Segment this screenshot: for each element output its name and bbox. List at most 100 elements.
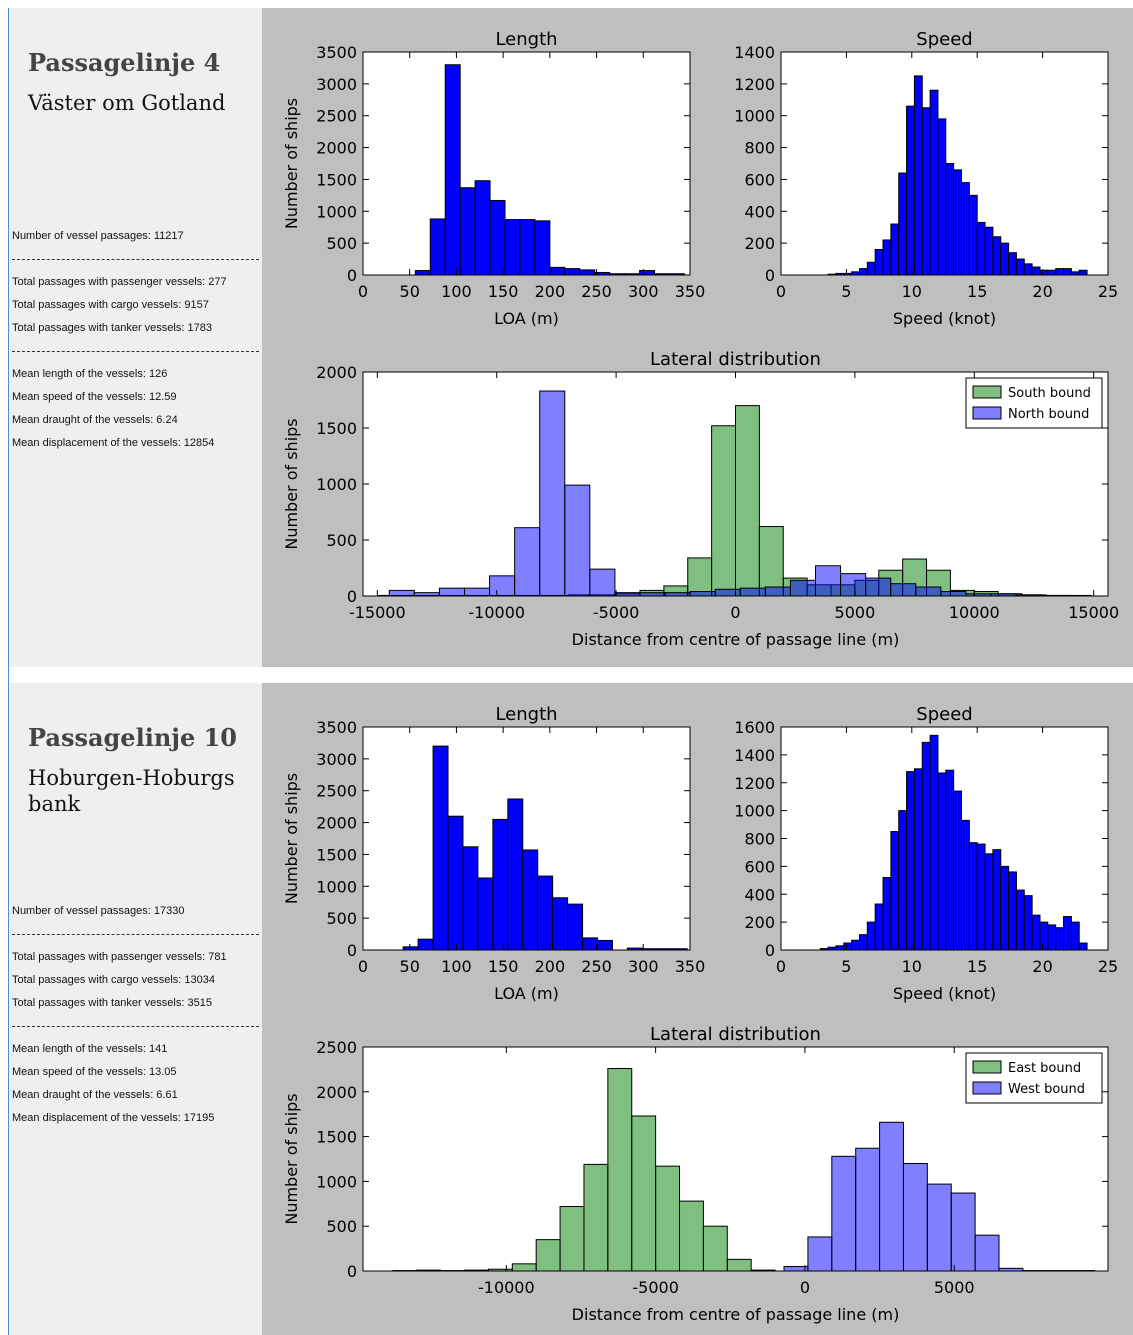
histogram-bar — [915, 586, 942, 596]
histogram-bar — [858, 268, 868, 275]
histogram-bar — [961, 182, 970, 275]
histogram-bar — [783, 1266, 809, 1271]
x-axis-label: Speed (knot) — [893, 984, 996, 1003]
histogram-bar — [882, 877, 892, 950]
histogram-bar — [514, 527, 541, 596]
histogram-bar — [552, 897, 569, 950]
y-tick-label: 1000 — [734, 107, 775, 126]
stat: Total passages with cargo vessels: 13034 — [12, 974, 216, 986]
histogram-bar — [984, 226, 994, 275]
chart-title: Speed — [916, 29, 972, 50]
x-tick-label: 50 — [400, 282, 420, 301]
histogram-bar — [874, 249, 884, 275]
histogram-bar — [1039, 921, 1049, 950]
histogram-bar — [902, 1162, 928, 1271]
histogram-bar — [597, 939, 613, 950]
x-tick-label: 10000 — [949, 603, 1000, 622]
stat: Total passages with tanker vessels: 1783 — [12, 322, 212, 334]
histogram-bar — [511, 1263, 537, 1271]
y-tick-label: 200 — [744, 913, 775, 932]
histogram-bar — [858, 934, 868, 950]
histogram-bar — [950, 1192, 976, 1271]
x-tick-label: 25 — [1098, 957, 1118, 976]
bars — [414, 64, 685, 275]
stat: Mean displacement of the vessels: 12854 — [12, 437, 215, 449]
histogram-bar — [1031, 266, 1041, 275]
histogram-bar — [438, 587, 465, 596]
y-tick-label: 1000 — [734, 802, 775, 821]
y-tick-label: 1500 — [316, 419, 357, 438]
histogram-bar — [913, 768, 923, 950]
histogram-bar — [519, 219, 536, 275]
y-tick-label: 500 — [326, 1217, 357, 1236]
histogram-bar — [539, 390, 566, 596]
x-tick-label: -10000 — [468, 603, 525, 622]
histogram-bar — [631, 1115, 657, 1271]
histogram-bar — [1008, 252, 1017, 275]
y-tick-label: 400 — [744, 202, 775, 221]
y-tick-label: 2000 — [316, 363, 357, 382]
histogram-bar — [898, 172, 908, 275]
bars — [827, 75, 1088, 275]
histogram-bar — [1078, 942, 1088, 950]
histogram-bar — [866, 921, 876, 950]
y-axis-label: Number of ships — [282, 1093, 301, 1224]
x-tick-label: 5000 — [934, 1278, 975, 1297]
y-tick-label: 400 — [744, 885, 775, 904]
y-tick-label: 600 — [744, 857, 775, 876]
y-tick-label: 1400 — [734, 746, 775, 765]
plot-frame — [362, 1046, 1109, 1272]
stats: Number of vessel passages: 11217 Total p… — [12, 225, 259, 455]
histogram-bar — [1008, 871, 1017, 950]
histogram-bar — [702, 1225, 728, 1271]
x-tick-label: 350 — [675, 282, 706, 301]
panel-subtitle: Väster om Gotland — [28, 91, 226, 115]
histogram-bar — [655, 1165, 681, 1271]
histogram-bar — [976, 221, 986, 275]
histogram-bar — [882, 239, 892, 275]
histogram-bar — [843, 942, 853, 950]
y-tick-label: 1500 — [316, 845, 357, 864]
y-axis-label: Number of ships — [282, 418, 301, 549]
y-tick-label: 0 — [347, 266, 357, 285]
histogram-bar — [764, 586, 791, 596]
x-tick-label: 200 — [535, 282, 566, 301]
bars — [392, 1068, 1096, 1271]
panel-title: Passagelinje 4 — [28, 48, 221, 77]
panel-title: Passagelinje 10 — [28, 723, 237, 752]
stat: Mean speed of the vessels: 13.05 — [12, 1066, 177, 1078]
histogram-bar — [1000, 242, 1010, 275]
histogram-bar — [974, 1234, 1000, 1271]
histogram-bar — [549, 266, 566, 275]
histogram-bar — [687, 557, 713, 596]
charts: 0 50 100 150 200 250 300 3500500100015002000250… — [262, 8, 1133, 667]
y-tick-label: 1000 — [316, 202, 357, 221]
histogram-bar — [992, 236, 1002, 275]
y-tick-label: 1400 — [734, 43, 775, 62]
histogram-bar — [937, 118, 947, 275]
histogram-bar — [984, 853, 994, 950]
x-tick-label: 0 — [776, 282, 786, 301]
histogram-bar — [463, 587, 491, 596]
histogram-bar — [607, 1068, 633, 1271]
legend-label: East bound — [1008, 1061, 1081, 1076]
x-tick-label: 150 — [488, 282, 519, 301]
legend-swatch — [972, 1060, 1002, 1074]
chart-title: Length — [495, 29, 557, 50]
left-border — [8, 8, 9, 1335]
histogram-bar — [1039, 269, 1049, 275]
x-tick-label: 25 — [1098, 282, 1118, 301]
histogram-bar — [968, 194, 978, 275]
separator — [12, 248, 259, 271]
histogram-bar — [417, 938, 434, 950]
y-tick-label: 500 — [326, 234, 357, 253]
stat: Total passages with cargo vessels: 9157 — [12, 299, 209, 311]
histogram-bar — [890, 223, 900, 275]
histogram-bar — [664, 592, 691, 596]
histogram-bar — [953, 169, 963, 275]
plot-frame — [362, 726, 691, 951]
chart-title: Length — [495, 704, 557, 725]
panel: Passagelinje 4 Väster om Gotland Number … — [9, 8, 1133, 667]
histogram-bar — [1063, 268, 1072, 275]
histogram-bar — [1023, 263, 1033, 275]
